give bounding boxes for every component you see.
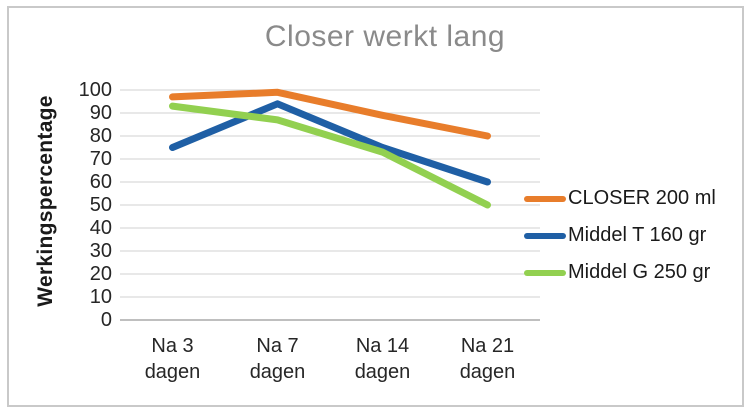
x-category-label: Na 14 dagen (354, 335, 411, 383)
y-tick-label: 20 (89, 263, 112, 285)
y-tick-label: 60 (89, 171, 112, 193)
y-tick-label: 80 (89, 125, 112, 147)
y-tick-label: 30 (89, 240, 112, 262)
legend-label: CLOSER 200 ml (568, 187, 716, 209)
legend-item: Middel G 250 gr (524, 254, 716, 291)
legend-swatch (524, 269, 566, 276)
y-tick-label: 10 (89, 286, 112, 308)
legend: CLOSER 200 ml Middel T 160 gr Middel G 250… (524, 180, 716, 291)
legend-swatch (524, 232, 566, 239)
x-category-label: Na 7 dagen (249, 335, 306, 383)
y-tick-label: 0 (100, 309, 112, 331)
legend-swatch (524, 195, 566, 202)
y-tick-label: 100 (78, 79, 112, 101)
plot-area (120, 88, 540, 321)
x-category-label: Na 21 dagen (459, 335, 516, 383)
legend-item: CLOSER 200 ml (524, 180, 716, 217)
y-tick-label: 70 (89, 148, 112, 170)
y-tick-label: 50 (89, 194, 112, 216)
y-axis-title: Werkingspercentage (34, 95, 57, 307)
y-tick-label: 90 (89, 102, 112, 124)
series-line-middel-t-160-gr (169, 100, 491, 186)
legend-label: Middel G 250 gr (568, 261, 711, 283)
chart-title: Closer werkt lang (264, 20, 506, 53)
legend-label: Middel T 160 gr (568, 224, 707, 246)
legend-item: Middel T 160 gr (524, 217, 716, 254)
y-tick-label: 40 (89, 217, 112, 239)
series-line-closer-200-ml (169, 88, 491, 140)
x-category-label: Na 3 dagen (144, 335, 201, 383)
series-line-middel-g-250-gr (169, 102, 491, 209)
